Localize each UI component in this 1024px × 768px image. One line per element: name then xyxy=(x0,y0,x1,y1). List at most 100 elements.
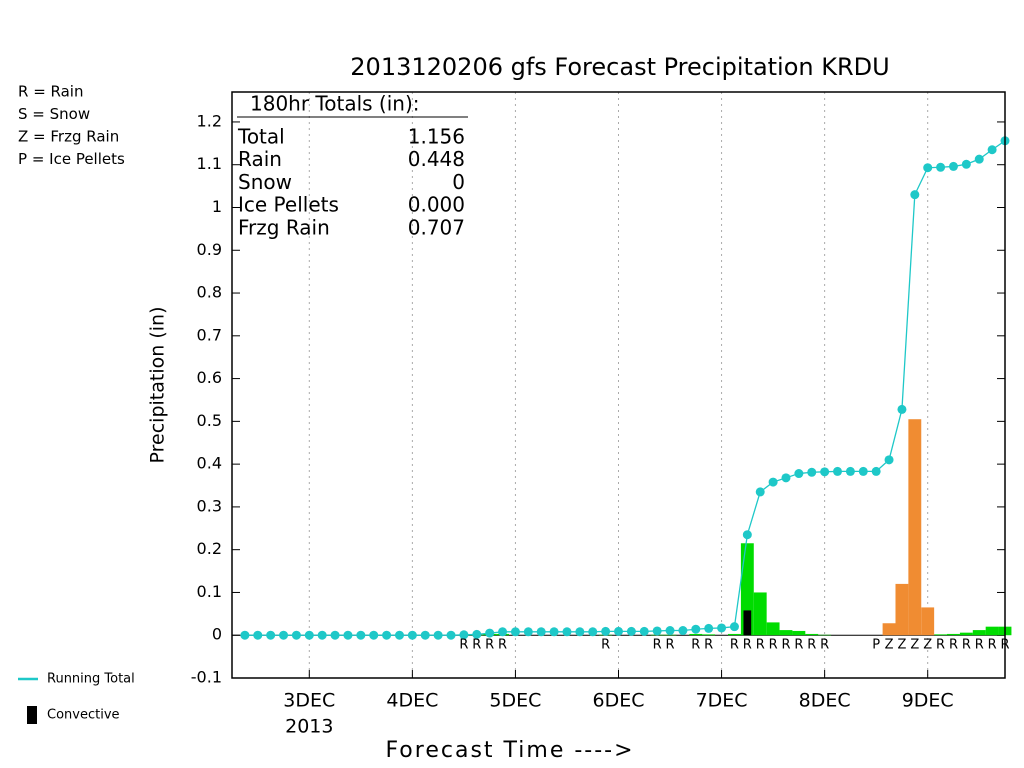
point xyxy=(266,630,276,640)
x-tick-label: 7DEC xyxy=(696,690,748,712)
point xyxy=(678,626,688,636)
y-axis-label: Precipitation (in) xyxy=(147,307,169,464)
bar xyxy=(895,583,909,636)
point xyxy=(433,630,443,640)
totals-name: Frzg Rain xyxy=(238,215,330,239)
point xyxy=(317,630,327,640)
y-tick-label: 0.6 xyxy=(197,368,222,387)
point xyxy=(523,627,533,637)
ptype-label: R xyxy=(962,638,971,653)
point xyxy=(987,145,997,155)
x-tick-label: 3DEC xyxy=(283,690,335,712)
y-tick-label: 1 xyxy=(212,197,222,216)
point xyxy=(858,466,868,476)
type-key: R = Rain xyxy=(18,83,84,101)
point xyxy=(781,473,791,483)
ptype-label: R xyxy=(794,638,803,653)
x-axis-label: Forecast Time ----> xyxy=(385,738,634,763)
y-tick-label: 0.8 xyxy=(197,283,222,302)
bar xyxy=(934,634,948,636)
point xyxy=(768,477,778,487)
point xyxy=(961,159,971,169)
ptype-label: R xyxy=(472,638,481,653)
y-tick-label: 0.5 xyxy=(197,411,222,430)
y-tick-label: 1.2 xyxy=(197,111,222,130)
point xyxy=(871,466,881,476)
point xyxy=(626,626,636,636)
point xyxy=(343,630,353,640)
bar xyxy=(959,632,973,636)
point xyxy=(330,630,340,640)
ptype-label: R xyxy=(936,638,945,653)
point xyxy=(253,630,263,640)
ptype-label: R xyxy=(820,638,829,653)
y-tick-label: 0.2 xyxy=(197,539,222,558)
ptype-label: R xyxy=(601,638,610,653)
ptype-label: R xyxy=(756,638,765,653)
ptype-label: R xyxy=(975,638,984,653)
ptype-label: R xyxy=(691,638,700,653)
ptype-label: R xyxy=(743,638,752,653)
point xyxy=(897,404,907,414)
bar xyxy=(908,419,922,636)
y-tick-label: -0.1 xyxy=(191,668,222,687)
point xyxy=(755,487,765,497)
point xyxy=(833,466,843,476)
x-tick-label: 9DEC xyxy=(902,690,954,712)
point xyxy=(742,530,752,540)
y-tick-label: 0.3 xyxy=(197,496,222,515)
ptype-label: Z xyxy=(897,638,906,653)
y-tick-label: 0.4 xyxy=(197,454,222,473)
point xyxy=(974,154,984,164)
point xyxy=(382,630,392,640)
bar xyxy=(728,633,741,636)
bar xyxy=(805,633,819,636)
bar xyxy=(818,634,832,636)
bar xyxy=(985,626,999,636)
totals-name: Total xyxy=(237,125,285,149)
ptype-label: R xyxy=(704,638,713,653)
point xyxy=(279,630,289,640)
point xyxy=(498,627,508,637)
ptype-label: P xyxy=(872,638,880,653)
point xyxy=(240,630,250,640)
totals-name: Ice Pellets xyxy=(238,193,339,217)
point xyxy=(304,630,314,640)
point xyxy=(536,627,546,637)
point xyxy=(923,163,933,173)
point xyxy=(820,467,830,477)
point xyxy=(717,623,727,633)
ptype-label: R xyxy=(769,638,778,653)
ptype-label: R xyxy=(807,638,816,653)
y-tick-label: 0.1 xyxy=(197,582,222,601)
totals-name: Snow xyxy=(238,170,292,194)
chart-title: 2013120206 gfs Forecast Precipitation KR… xyxy=(350,53,889,81)
point xyxy=(562,627,572,637)
point xyxy=(601,626,611,636)
plot-frame xyxy=(231,91,1006,679)
point xyxy=(549,627,559,637)
ptype-label: R xyxy=(949,638,958,653)
point xyxy=(407,630,417,640)
bar xyxy=(921,607,935,636)
point xyxy=(575,627,585,637)
point xyxy=(794,469,804,479)
bar xyxy=(972,630,986,636)
ptype-label: Z xyxy=(885,638,894,653)
point xyxy=(936,162,946,172)
point xyxy=(704,623,714,633)
ptype-label: R xyxy=(666,638,675,653)
ptype-label: Z xyxy=(910,638,919,653)
point xyxy=(884,455,894,465)
point xyxy=(639,626,649,636)
point xyxy=(356,630,366,640)
bar xyxy=(882,623,896,636)
point xyxy=(910,190,920,200)
bar xyxy=(947,633,960,636)
point xyxy=(588,627,598,637)
bar xyxy=(663,634,677,636)
legend-label: Convective xyxy=(47,708,120,723)
bar xyxy=(689,633,703,636)
totals-value: 1.156 xyxy=(408,125,465,149)
x-tick-label: 4DEC xyxy=(386,690,438,712)
